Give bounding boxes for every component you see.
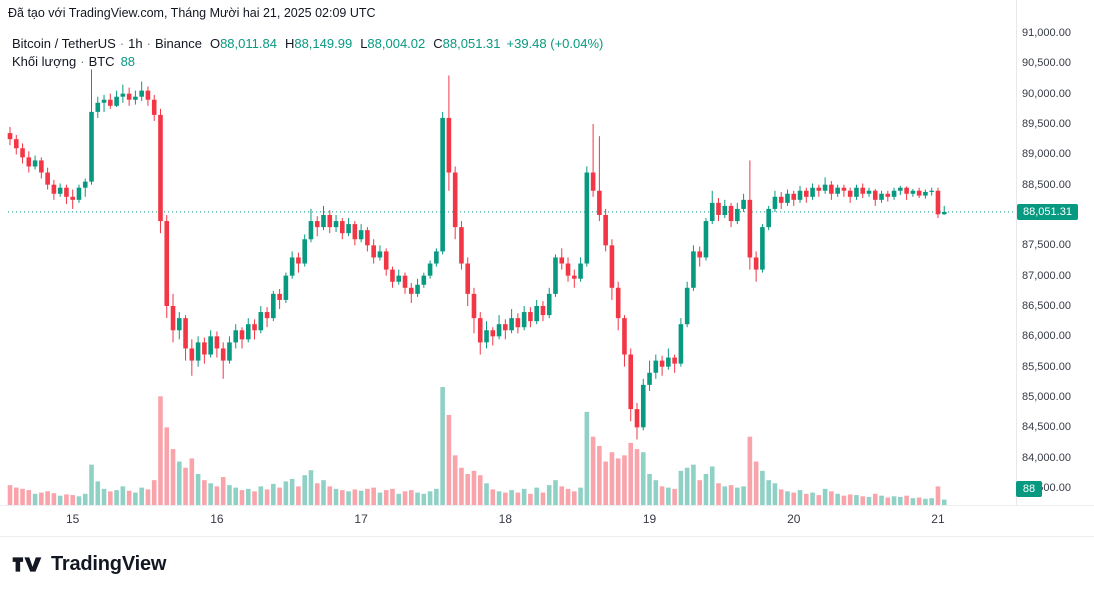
last-price-badge: 88,051.31 <box>1017 203 1078 220</box>
ohlc-close: C88,051.31 <box>433 36 501 51</box>
time-axis[interactable]: 15 16 17 18 19 20 21 <box>0 505 1094 537</box>
volume-label: Khối lượng <box>12 54 77 69</box>
price-axis-label: 87,000.00 <box>1022 269 1071 282</box>
volume-unit: BTC <box>88 54 115 69</box>
price-axis[interactable]: 91,000.00 90,500.00 90,000.00 89,500.00 89,0… <box>1016 0 1094 505</box>
ohlc-low: L88,004.02 <box>360 36 426 51</box>
price-axis-label: 90,000.00 <box>1022 87 1071 100</box>
exchange-label: Binance <box>154 36 202 51</box>
footer: TradingView <box>0 536 1094 592</box>
price-axis-label: 88,500.00 <box>1022 178 1071 191</box>
price-axis-label: 86,500.00 <box>1022 299 1071 312</box>
separator-dot: · <box>119 36 125 51</box>
price-axis-label: 86,000.00 <box>1022 330 1071 343</box>
price-axis-label: 89,500.00 <box>1022 117 1071 130</box>
price-axis-label: 90,500.00 <box>1022 57 1071 70</box>
attribution-text: Đã tạo với TradingView.com, Tháng Mười h… <box>8 6 376 20</box>
separator-dot: · <box>80 54 85 69</box>
price-axis-label: 87,500.00 <box>1022 239 1071 252</box>
price-axis-label: 84,500.00 <box>1022 421 1071 434</box>
separator-dot: · <box>146 36 151 51</box>
price-axis-label: 89,000.00 <box>1022 148 1071 161</box>
ohlc-high: H88,149.99 <box>284 36 353 51</box>
time-axis-label: 21 <box>931 512 945 526</box>
volume-badge: 88 <box>1016 480 1042 497</box>
candlestick-chart[interactable] <box>0 0 1016 536</box>
symbol-name: Bitcoin / TetherUS <box>12 36 116 51</box>
price-axis-label: 85,000.00 <box>1022 390 1071 403</box>
interval-label: 1h <box>128 36 143 51</box>
symbol-legend[interactable]: Bitcoin / TetherUS · 1h · Binance O88,011.84 H… <box>12 36 603 51</box>
tradingview-logo-icon <box>12 554 42 575</box>
price-change: +39.48 (+0.04%) <box>506 36 604 51</box>
price-axis-label: 91,000.00 <box>1022 27 1071 39</box>
volume-legend[interactable]: Khối lượng · BTC 88 <box>12 54 135 69</box>
time-axis-label: 18 <box>498 512 513 526</box>
time-axis-label: 15 <box>66 512 80 526</box>
ohlc-open: O88,011.84 <box>209 36 277 51</box>
time-axis-label: 19 <box>642 512 657 526</box>
price-axis-label: 85,500.00 <box>1022 360 1071 373</box>
volume-value: 88 <box>120 54 136 69</box>
time-axis-label: 17 <box>354 512 368 526</box>
tradingview-logo-text: TradingView <box>51 553 167 575</box>
time-axis-label: 20 <box>787 512 801 526</box>
time-axis-label: 16 <box>210 512 224 526</box>
price-axis-label: 84,000.00 <box>1022 451 1071 464</box>
